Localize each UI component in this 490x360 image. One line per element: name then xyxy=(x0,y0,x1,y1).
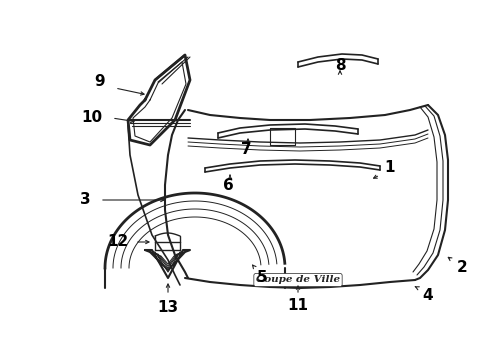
Text: 8: 8 xyxy=(335,58,345,72)
Text: 11: 11 xyxy=(288,297,309,312)
Text: 5: 5 xyxy=(257,270,268,285)
Text: 9: 9 xyxy=(95,75,105,90)
Text: 2: 2 xyxy=(457,261,467,275)
Text: 7: 7 xyxy=(241,143,251,158)
Text: 4: 4 xyxy=(423,288,433,302)
Text: 1: 1 xyxy=(385,161,395,175)
Text: Coupe de Ville: Coupe de Ville xyxy=(256,275,340,284)
Text: 12: 12 xyxy=(107,234,129,249)
Text: 10: 10 xyxy=(81,111,102,126)
Text: 13: 13 xyxy=(157,301,178,315)
Text: 6: 6 xyxy=(222,177,233,193)
Text: 3: 3 xyxy=(80,193,90,207)
